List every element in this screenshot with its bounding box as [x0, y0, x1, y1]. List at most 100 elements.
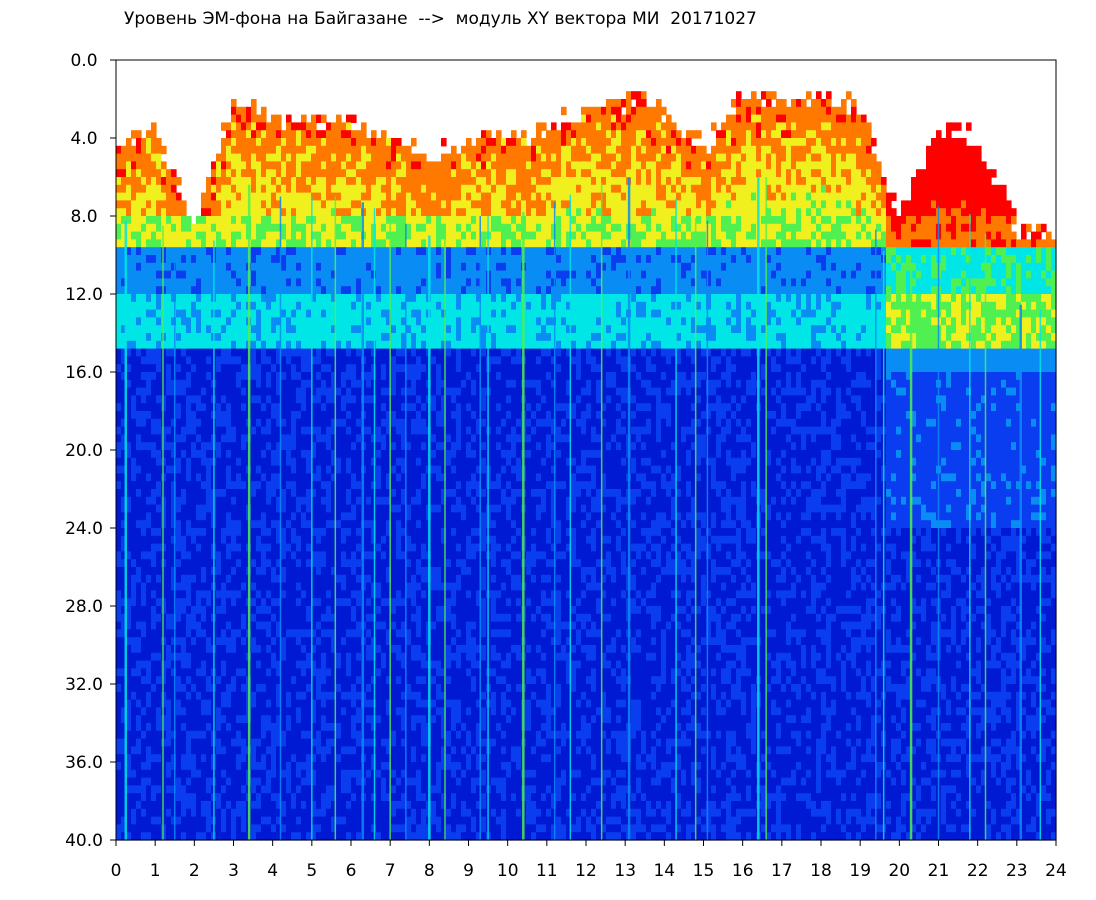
heatmap-cell	[241, 356, 247, 365]
heatmap-cell	[161, 231, 167, 240]
heatmap-cell	[306, 262, 312, 272]
heatmap-cell	[376, 629, 382, 638]
heatmap-cell	[121, 153, 127, 162]
heatmap-cell	[316, 247, 322, 256]
heatmap-cell	[121, 145, 127, 155]
heatmap-cell	[181, 621, 187, 630]
heatmap-cell	[146, 520, 152, 529]
heatmap-cell	[346, 816, 352, 825]
heatmap-cell	[376, 824, 382, 833]
heatmap-cell	[141, 403, 147, 412]
heatmap-cell	[226, 184, 232, 194]
heatmap-cell	[261, 122, 267, 131]
heatmap-cell	[376, 762, 382, 771]
heatmap-cell	[261, 785, 267, 794]
heatmap-cell	[336, 559, 342, 568]
heatmap-cell	[131, 746, 137, 755]
heatmap-cell	[191, 645, 197, 654]
heatmap-cell	[286, 411, 292, 420]
heatmap-cell	[341, 512, 347, 521]
heatmap-cell	[216, 543, 222, 552]
heatmap-cell	[281, 574, 287, 584]
heatmap-cell	[286, 138, 292, 147]
heatmap-cell	[191, 723, 197, 732]
heatmap-cell	[291, 660, 297, 669]
heatmap-cell	[286, 247, 292, 256]
heatmap-cell	[251, 294, 257, 303]
heatmap-cell	[301, 138, 307, 147]
heatmap-cell	[206, 629, 212, 638]
heatmap-cell	[201, 301, 207, 311]
heatmap-cell	[261, 590, 267, 599]
heatmap-cell	[151, 699, 157, 708]
heatmap-cell	[311, 582, 317, 591]
heatmap-cell	[321, 387, 327, 396]
heatmap-cell	[251, 504, 257, 513]
heatmap-cell	[336, 551, 342, 560]
heatmap-cell	[351, 559, 357, 568]
heatmap-cell	[131, 520, 137, 529]
heatmap-cell	[241, 684, 247, 693]
heatmap-cell	[186, 754, 192, 763]
heatmap-cell	[291, 286, 297, 295]
heatmap-cell	[181, 637, 187, 646]
heatmap-cell	[166, 270, 172, 279]
heatmap-cell	[191, 473, 197, 482]
heatmap-cell	[196, 364, 202, 373]
heatmap-cell	[346, 309, 352, 318]
heatmap-cell	[201, 567, 207, 576]
heatmap-cell	[121, 801, 127, 810]
heatmap-cell	[386, 691, 392, 701]
heatmap-cell	[326, 169, 332, 178]
heatmap-cell	[171, 301, 177, 311]
heatmap-cell	[296, 691, 302, 701]
heatmap-cell	[191, 411, 197, 420]
heatmap-cell	[161, 754, 167, 763]
heatmap-cell	[331, 574, 337, 584]
heatmap-cell	[191, 730, 197, 740]
heatmap-cell	[286, 395, 292, 404]
heatmap-cell	[256, 426, 262, 435]
heatmap-cell	[201, 730, 207, 740]
heatmap-cell	[241, 504, 247, 513]
heatmap-cell	[296, 777, 302, 786]
heatmap-cell	[296, 684, 302, 693]
heatmap-cell	[176, 489, 182, 498]
heatmap-cell	[156, 824, 162, 833]
heatmap-cell	[226, 668, 232, 677]
heatmap-cell	[306, 707, 312, 716]
heatmap-cell	[116, 723, 122, 732]
heatmap-cell	[231, 832, 237, 841]
heatmap-cell	[126, 512, 132, 521]
heatmap-cell	[191, 403, 197, 412]
heatmap-cell	[351, 645, 357, 654]
heatmap-cell	[141, 699, 147, 708]
heatmap-cell	[356, 177, 362, 186]
heatmap-cell	[136, 606, 142, 615]
heatmap-cell	[136, 247, 142, 256]
heatmap-cell	[311, 504, 317, 513]
heatmap-cell	[146, 652, 152, 662]
heatmap-cell	[261, 699, 267, 708]
heatmap-cell	[191, 379, 197, 389]
heatmap-cell	[316, 340, 322, 350]
heatmap-cell	[386, 730, 392, 740]
heatmap-cell	[276, 145, 282, 155]
heatmap-cell	[256, 738, 262, 747]
heatmap-cell	[131, 325, 137, 334]
heatmap-cell	[131, 754, 137, 763]
heatmap-cell	[141, 606, 147, 615]
heatmap-cell	[326, 785, 332, 794]
heatmap-cell	[181, 504, 187, 513]
heatmap-cell	[141, 457, 147, 467]
heatmap-cell	[116, 715, 122, 724]
heatmap-cell	[126, 216, 132, 225]
heatmap-cell	[291, 808, 297, 818]
heatmap-cell	[136, 473, 142, 482]
heatmap-cell	[186, 411, 192, 420]
heatmap-cell	[121, 793, 127, 802]
heatmap-cell	[251, 177, 257, 186]
heatmap-cell	[136, 169, 142, 178]
heatmap-cell	[206, 465, 212, 474]
heatmap-cell	[176, 192, 182, 201]
